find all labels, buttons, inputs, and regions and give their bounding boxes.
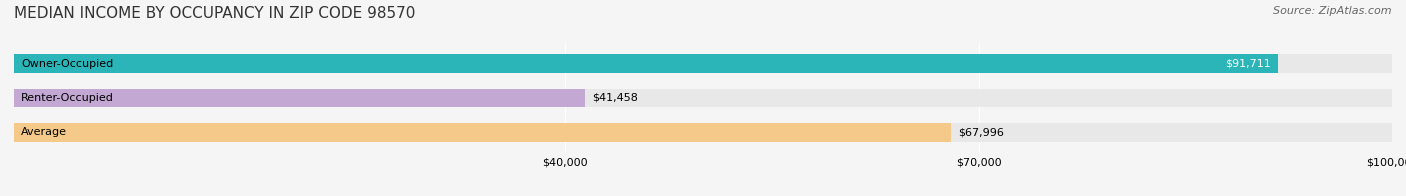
- Text: Average: Average: [21, 127, 67, 137]
- Text: $67,996: $67,996: [957, 127, 1004, 137]
- Bar: [14, 89, 1392, 107]
- Bar: [14, 123, 1392, 142]
- Text: $41,458: $41,458: [592, 93, 638, 103]
- Bar: [14, 54, 1278, 73]
- Text: MEDIAN INCOME BY OCCUPANCY IN ZIP CODE 98570: MEDIAN INCOME BY OCCUPANCY IN ZIP CODE 9…: [14, 6, 415, 21]
- Bar: [14, 89, 585, 107]
- Bar: [14, 123, 950, 142]
- Text: Renter-Occupied: Renter-Occupied: [21, 93, 114, 103]
- Text: Owner-Occupied: Owner-Occupied: [21, 59, 114, 69]
- Bar: [14, 54, 1392, 73]
- Text: $91,711: $91,711: [1225, 59, 1271, 69]
- Text: Source: ZipAtlas.com: Source: ZipAtlas.com: [1274, 6, 1392, 16]
